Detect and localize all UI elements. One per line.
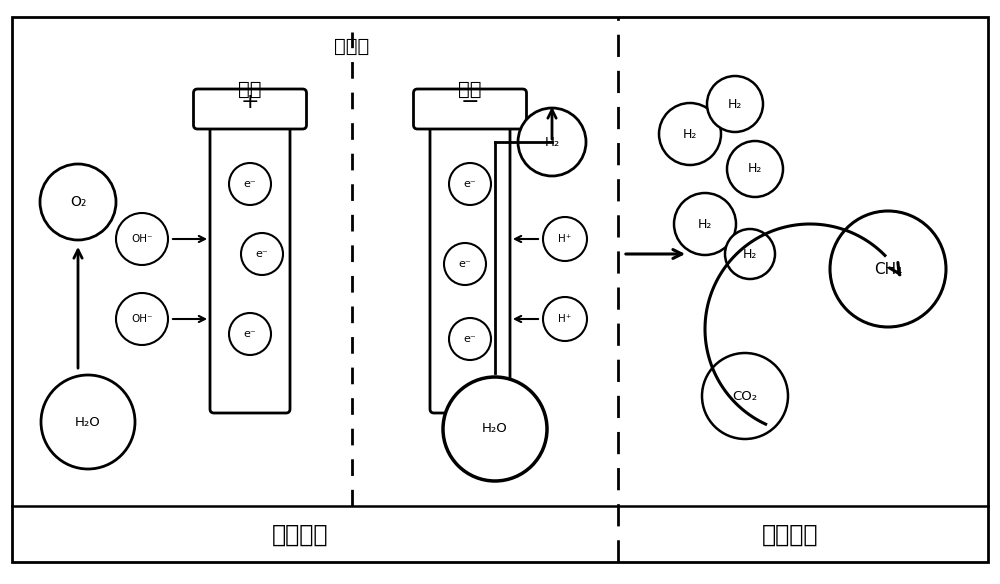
Circle shape <box>702 353 788 439</box>
Text: e⁻: e⁻ <box>459 259 471 269</box>
FancyBboxPatch shape <box>194 89 307 129</box>
Text: H₂: H₂ <box>728 98 742 110</box>
Circle shape <box>674 193 736 255</box>
Text: e⁻: e⁻ <box>256 249 268 259</box>
Text: H₂: H₂ <box>743 248 757 260</box>
Circle shape <box>543 217 587 261</box>
Circle shape <box>241 233 283 275</box>
Text: e⁻: e⁻ <box>244 179 256 189</box>
Text: 第一阶段: 第一阶段 <box>272 523 328 547</box>
Circle shape <box>229 163 271 205</box>
Text: 阳极: 阳极 <box>238 79 262 99</box>
Text: H₂: H₂ <box>544 135 560 148</box>
Circle shape <box>725 229 775 279</box>
Circle shape <box>40 164 116 240</box>
Text: CO₂: CO₂ <box>732 390 758 402</box>
Circle shape <box>518 108 586 176</box>
Circle shape <box>116 213 168 265</box>
Text: e⁻: e⁻ <box>464 179 476 189</box>
Text: H₂: H₂ <box>698 217 712 231</box>
Circle shape <box>449 163 491 205</box>
Circle shape <box>830 211 946 327</box>
Text: 第二阶段: 第二阶段 <box>762 523 818 547</box>
FancyBboxPatch shape <box>430 115 510 413</box>
Text: H₂O: H₂O <box>482 422 508 436</box>
Text: H₂O: H₂O <box>75 415 101 429</box>
Text: 阴极: 阴极 <box>458 79 482 99</box>
Text: +: + <box>241 92 259 112</box>
Text: 离子膜: 离子膜 <box>334 36 370 55</box>
Circle shape <box>659 103 721 165</box>
Circle shape <box>443 377 547 481</box>
Text: H₂: H₂ <box>683 127 697 141</box>
Circle shape <box>41 375 135 469</box>
FancyBboxPatch shape <box>414 89 526 129</box>
FancyBboxPatch shape <box>210 115 290 413</box>
Text: OH⁻: OH⁻ <box>131 234 153 244</box>
Circle shape <box>449 318 491 360</box>
Text: e⁻: e⁻ <box>244 329 256 339</box>
Circle shape <box>543 297 587 341</box>
Circle shape <box>116 293 168 345</box>
Text: H⁺: H⁺ <box>558 234 572 244</box>
Text: H₂: H₂ <box>748 162 762 176</box>
Circle shape <box>229 313 271 355</box>
Circle shape <box>727 141 783 197</box>
Circle shape <box>707 76 763 132</box>
Text: CH₄: CH₄ <box>874 262 902 276</box>
Text: −: − <box>461 92 479 112</box>
Text: O₂: O₂ <box>70 195 86 209</box>
Circle shape <box>444 243 486 285</box>
Text: H⁺: H⁺ <box>558 314 572 324</box>
Text: e⁻: e⁻ <box>464 334 476 344</box>
Text: OH⁻: OH⁻ <box>131 314 153 324</box>
